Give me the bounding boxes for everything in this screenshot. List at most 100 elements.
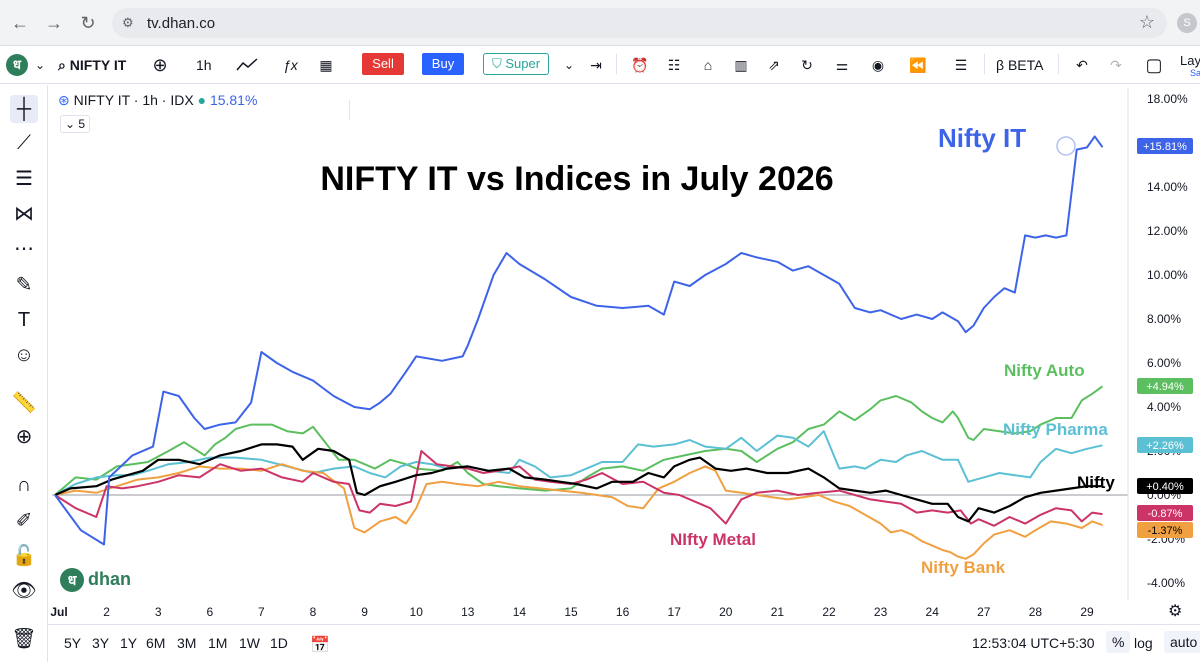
value-tag-it: +15.81% xyxy=(1143,141,1187,153)
reload-icon[interactable]: ↻ xyxy=(80,13,96,33)
pattern-icon[interactable]: ⋈ xyxy=(14,203,34,225)
chart-type-icon[interactable] xyxy=(235,54,259,76)
value-tag-nifty: +0.40% xyxy=(1146,481,1184,493)
value-tag-metal: -0.87% xyxy=(1148,508,1183,520)
annotation-pharma: Nifty Pharma xyxy=(1003,420,1108,439)
value-tag-bg xyxy=(1137,437,1193,453)
interval-select[interactable]: 1h xyxy=(196,57,212,73)
super-dropdown-icon[interactable]: ⌄ xyxy=(563,58,575,72)
compare-add-icon[interactable]: ⊕ xyxy=(152,55,168,75)
range-1d[interactable]: 1D xyxy=(270,635,288,651)
super-order-button[interactable]: ⛉ Super xyxy=(483,53,549,75)
symbol-name: NIFTY IT xyxy=(69,57,127,73)
value-tag-bg xyxy=(1137,522,1193,538)
bookmark-star-icon[interactable]: ☆ xyxy=(1138,12,1155,32)
auto-scale-toggle[interactable]: auto xyxy=(1164,631,1200,653)
alert-clock-icon[interactable]: ⏰ xyxy=(631,57,649,73)
browser-bar: ← → ↻ ⚙ tv.dhan.co ☆ S xyxy=(0,0,1200,46)
eye-icon[interactable]: 👁 xyxy=(11,580,37,602)
x-tick-label: Jul xyxy=(50,605,67,619)
fullscreen-icon[interactable]: ▢ xyxy=(1145,55,1163,75)
range-6m[interactable]: 6M xyxy=(146,635,166,651)
range-1y[interactable]: 1Y xyxy=(120,635,138,651)
text-tool-icon[interactable]: T xyxy=(17,309,31,331)
brush-icon[interactable]: ✎ xyxy=(15,274,33,296)
broadcast-icon[interactable]: ◉ xyxy=(871,57,885,73)
chart-settings-icon[interactable]: ⚙ xyxy=(1168,603,1182,620)
basket-icon[interactable]: ⌂ xyxy=(703,57,713,73)
popout-icon[interactable]: ⇗ xyxy=(768,57,780,73)
bottom-bar: 5Y 3Y 1Y 6M 3M 1M 1W 1D 📅 12:53:04 UTC+5… xyxy=(48,624,1200,662)
x-tick-label: 24 xyxy=(926,605,940,619)
value-tag-bg xyxy=(1137,505,1193,521)
x-tick-label: 27 xyxy=(977,605,991,619)
url-text[interactable]: tv.dhan.co xyxy=(147,15,216,32)
site-settings-icon[interactable]: ⚙ xyxy=(122,15,134,30)
range-3y[interactable]: 3Y xyxy=(92,635,110,651)
series-line-it xyxy=(54,135,1104,546)
sell-button[interactable]: Sell xyxy=(362,53,404,75)
last-value-tags: +15.81% +4.94% +2.26% +0.40% -0.87% -1.37% xyxy=(1137,138,1193,538)
trend-line-icon[interactable]: ⟋ xyxy=(17,132,31,154)
x-tick-label: 21 xyxy=(771,605,785,619)
replay-icon[interactable]: ⏪ xyxy=(909,57,927,73)
indicators-icon[interactable]: ƒx xyxy=(283,57,298,73)
x-tick-label: 14 xyxy=(513,605,527,619)
templates-grid-icon[interactable]: ▦ xyxy=(319,57,333,73)
percent-scale-toggle[interactable]: % xyxy=(1106,631,1131,653)
bars-icon[interactable]: ▥ xyxy=(734,57,748,73)
zoom-in-icon[interactable]: ⊕ xyxy=(15,426,33,448)
value-tag-bg xyxy=(1137,478,1193,494)
menu-icon[interactable]: ☰ xyxy=(954,57,968,73)
refresh-icon[interactable]: ↻ xyxy=(801,57,813,73)
beta-label[interactable]: β BETA xyxy=(996,57,1044,73)
back-icon[interactable]: ← xyxy=(11,13,29,33)
x-axis: Jul 2 3 6 7 8 9 10 13 14 15 16 17 20 21 22 23 24 27 28 29 xyxy=(50,605,1094,619)
range-5y[interactable]: 5Y xyxy=(64,635,82,651)
symbol-icon: ⊛ xyxy=(58,92,70,108)
buy-button[interactable]: Buy xyxy=(422,53,464,75)
annotation-metal: NIfty Metal xyxy=(670,530,756,549)
profile-avatar[interactable]: S xyxy=(1177,13,1197,33)
redo-icon[interactable]: ↷ xyxy=(1110,57,1122,73)
option-chain-icon[interactable]: ☷ xyxy=(667,57,681,73)
x-tick-label: 8 xyxy=(310,605,317,619)
magnet-icon[interactable]: ∩ xyxy=(16,474,32,496)
horizontal-lines-icon[interactable]: ☰ xyxy=(15,168,33,190)
ruler-icon[interactable]: 📏 xyxy=(11,392,37,414)
clock-time[interactable]: 12:53:04 UTC+5:30 xyxy=(972,635,1095,651)
emoji-icon[interactable]: ☺ xyxy=(13,344,35,366)
x-tick-label: 29 xyxy=(1080,605,1094,619)
x-tick-label: 3 xyxy=(155,605,162,619)
log-scale-toggle[interactable]: log xyxy=(1134,635,1153,651)
undo-icon[interactable]: ↶ xyxy=(1076,57,1088,73)
legend-collapse-toggle[interactable]: ⌄ 5 xyxy=(60,115,90,133)
chevron-down-icon[interactable]: ⌄ xyxy=(34,58,46,72)
dhan-logo[interactable]: ध xyxy=(6,54,28,76)
annotation-auto: Nifty Auto xyxy=(1004,361,1085,380)
value-tag-pharma: +2.26% xyxy=(1146,440,1184,452)
range-3m[interactable]: 3M xyxy=(177,635,197,651)
exit-position-icon[interactable]: ⇥ xyxy=(590,57,602,73)
series-line-auto xyxy=(54,385,1104,496)
series-legend[interactable]: ⊛ NIFTY IT · 1h · IDX ● 15.81% xyxy=(58,92,257,110)
layout-menu[interactable]: Lay Sa xyxy=(1180,53,1200,78)
symbol-search[interactable]: ⌕ NIFTY IT xyxy=(58,54,126,76)
range-1w[interactable]: 1W xyxy=(239,635,260,651)
chevron-down-icon: ⌄ xyxy=(64,117,76,131)
forward-icon[interactable]: → xyxy=(45,13,63,33)
dhan-watermark: ध dhan xyxy=(60,568,131,592)
range-1m[interactable]: 1M xyxy=(208,635,228,651)
y-tick-label: 14.00% xyxy=(1147,180,1188,194)
go-to-date-icon[interactable]: 📅 xyxy=(310,637,330,654)
lock-icon[interactable]: 🔓 xyxy=(11,545,37,567)
address-bar[interactable]: ⚙ tv.dhan.co ☆ xyxy=(112,8,1167,38)
crosshair-icon[interactable]: ┼ xyxy=(10,95,38,123)
x-tick-label: 15 xyxy=(564,605,578,619)
trash-icon[interactable]: 🗑 xyxy=(11,628,37,650)
y-tick-label: 18.00% xyxy=(1147,92,1188,106)
lock-drawing-icon[interactable]: ✐ xyxy=(15,510,33,532)
fib-icon[interactable]: ⋯ xyxy=(14,238,34,260)
settings-sliders-icon[interactable]: ⚌ xyxy=(835,57,849,73)
price-chart[interactable]: 18.00%16.00%14.00%12.00%10.00%8.00%6.00%… xyxy=(48,85,1200,624)
